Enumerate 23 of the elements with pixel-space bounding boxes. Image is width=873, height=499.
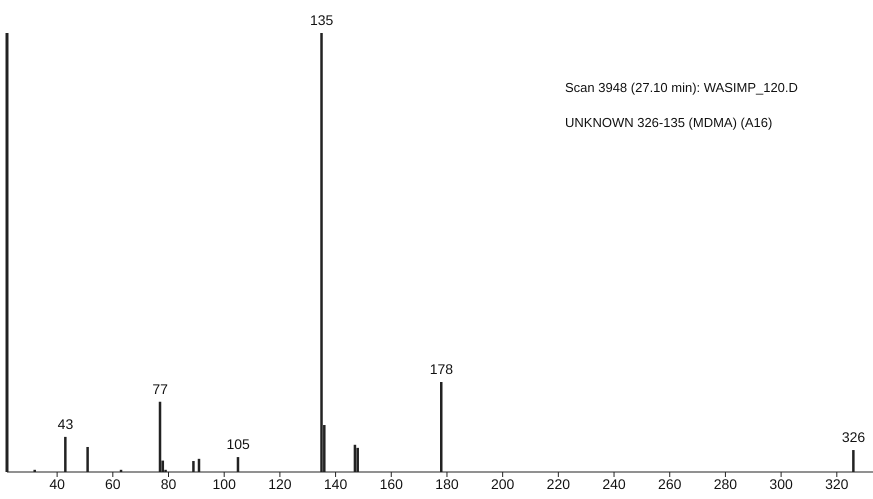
- x-tick-label: 260: [658, 476, 682, 492]
- annotation: Scan 3948 (27.10 min): WASIMP_120.D: [565, 80, 798, 95]
- annotation: UNKNOWN 326-135 (MDMA) (A16): [565, 115, 772, 130]
- annotation: 178: [430, 361, 454, 378]
- x-tick-label: 40: [49, 476, 66, 492]
- x-tick-label: 200: [490, 476, 515, 492]
- x-tick-label: 300: [769, 476, 793, 492]
- x-tick-label: 280: [714, 476, 738, 492]
- annotation: 326: [842, 429, 866, 446]
- x-tick-label: 160: [380, 476, 404, 492]
- annotation: 43: [58, 416, 74, 432]
- x-tick-label: 180: [435, 476, 459, 492]
- x-tick-label: 100: [212, 476, 236, 492]
- x-tick-label: 60: [105, 476, 121, 492]
- x-tick-label: 220: [546, 476, 570, 492]
- annotation: 135: [310, 12, 334, 28]
- annotation: 77: [152, 380, 168, 397]
- annotation: 105: [226, 436, 250, 452]
- x-tick-label: 120: [268, 476, 292, 492]
- x-tick-label: 240: [602, 476, 626, 492]
- x-tick-label: 80: [160, 476, 176, 492]
- x-tick-label: 320: [825, 476, 849, 492]
- x-tick-label: 140: [324, 476, 348, 492]
